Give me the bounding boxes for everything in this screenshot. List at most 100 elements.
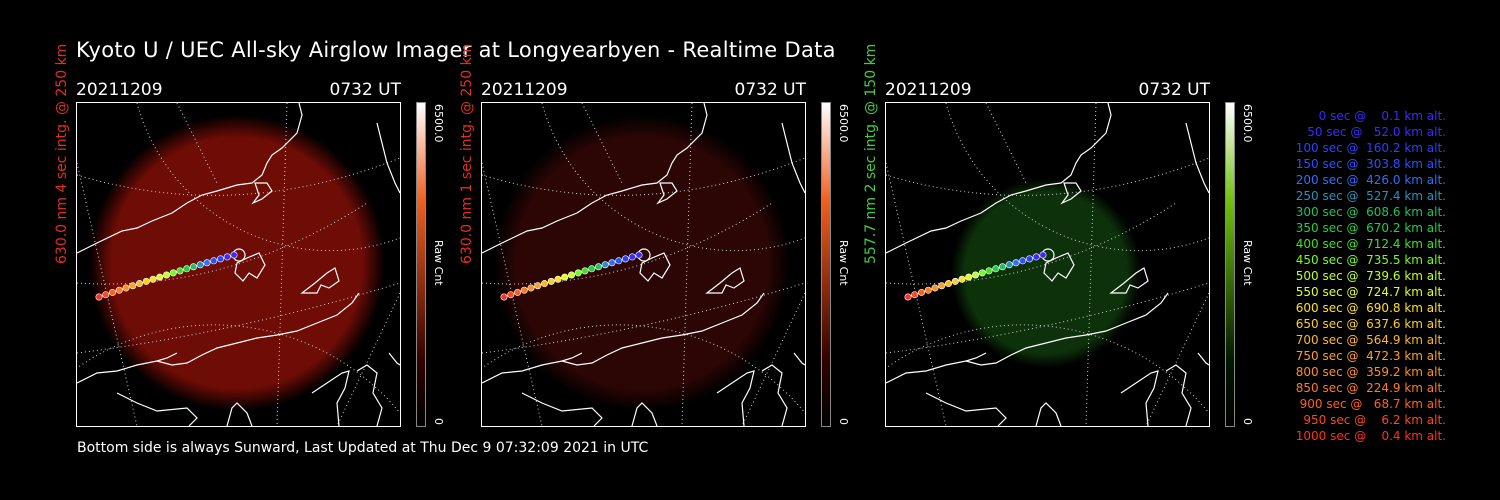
footer-note: Bottom side is always Sunward, Last Upda… <box>77 440 649 456</box>
grid-line <box>77 162 138 426</box>
legend-item: 250 sec @ 527.4 km alt. <box>1291 189 1446 203</box>
imager-panel-3: 20211209 0732 UT 557.7 nm 2 sec intg. @ … <box>863 44 1254 430</box>
colorbar-unit-label: Raw Cnt <box>1241 240 1254 286</box>
trajectory-point <box>595 263 603 271</box>
trajectory-point <box>102 291 110 299</box>
coastline <box>886 292 1169 384</box>
legend-item: 300 sec @ 608.6 km alt. <box>1291 205 1446 219</box>
legend-item: 200 sec @ 426.0 km alt. <box>1291 173 1446 187</box>
trajectory-point <box>608 259 616 267</box>
coastline <box>1120 370 1159 426</box>
trajectory-point <box>176 267 184 275</box>
trajectory-point <box>628 253 636 261</box>
colorbar-unit-label: Raw Cnt <box>837 240 850 286</box>
trajectory-point <box>911 291 919 299</box>
legend-item: 750 sec @ 472.3 km alt. <box>1291 349 1446 363</box>
sky-image <box>482 103 805 426</box>
coastline <box>925 392 1007 426</box>
coastline <box>886 103 1112 254</box>
grid-line <box>77 324 400 414</box>
trajectory-point <box>520 286 528 294</box>
trajectory-point <box>615 257 623 265</box>
trajectory-point <box>561 273 569 281</box>
coastline <box>388 352 400 366</box>
trajectory-point <box>931 284 939 292</box>
coastline <box>77 103 303 254</box>
colorbar <box>821 102 831 427</box>
trajectory-point <box>958 275 966 283</box>
trajectory-point <box>978 269 986 277</box>
trajectory-point <box>547 277 555 285</box>
trajectory-point <box>210 257 218 265</box>
panel-ylabel: 630.0 nm 1 sec intg. @ 250 km <box>459 43 475 264</box>
trajectory-point <box>581 267 589 275</box>
grid-line <box>77 202 368 285</box>
legend-item: 800 sec @ 359.2 km alt. <box>1291 365 1446 379</box>
colorbar-max-label: 6500.0 <box>1241 104 1254 143</box>
colorbar-min-label: 0 <box>1241 418 1254 425</box>
trajectory-point <box>513 288 521 296</box>
coastline <box>1185 122 1209 194</box>
trajectory-point <box>924 286 932 294</box>
trajectory-point <box>951 277 959 285</box>
trajectory-point <box>95 293 103 301</box>
coastline <box>1043 252 1075 282</box>
sky-image-frame <box>481 102 806 427</box>
legend-item: 400 sec @ 712.4 km alt. <box>1291 237 1446 251</box>
coastline <box>356 364 383 426</box>
grid-line <box>541 103 805 252</box>
coastline <box>781 122 805 194</box>
sky-image-frame <box>885 102 1210 427</box>
trajectory-point <box>601 261 609 269</box>
grid-line <box>886 202 1177 285</box>
trajectory-point <box>190 263 198 271</box>
trajectory-point <box>944 280 952 288</box>
trajectory-point <box>1019 257 1027 265</box>
trajectory-point <box>534 282 542 290</box>
coastline <box>705 267 745 294</box>
imager-panel-2: 20211209 0732 UT 630.0 nm 1 sec intg. @ … <box>459 44 850 430</box>
sky-image <box>77 103 400 426</box>
coastline <box>561 352 583 362</box>
legend-item: 50 sec @ 52.0 km alt. <box>1299 125 1446 139</box>
legend-item: 100 sec @ 160.2 km alt. <box>1291 141 1446 155</box>
coastline <box>77 292 360 384</box>
coastline <box>116 392 198 426</box>
airglow-disk <box>951 178 1141 368</box>
trajectory-point <box>540 280 548 288</box>
legend-item: 0 sec @ 0.1 km alt. <box>1307 109 1446 123</box>
trajectory-point <box>1005 261 1013 269</box>
panel-date: 20211209 <box>885 80 972 100</box>
page-title: Kyoto U / UEC All-sky Airglow Imager at … <box>76 38 836 62</box>
grid-line <box>886 157 1209 196</box>
trajectory-point <box>196 261 204 269</box>
trajectory-point <box>163 271 171 279</box>
trajectory-legend: 0 sec @ 0.1 km alt. 50 sec @ 52.0 km alt… <box>1268 108 1446 444</box>
trajectory-point <box>183 265 191 273</box>
trajectory-point <box>1012 259 1020 267</box>
legend-item: 350 sec @ 670.2 km alt. <box>1291 221 1446 235</box>
coastline <box>311 370 350 426</box>
trajectory-point <box>527 284 535 292</box>
colorbar-max-label: 6500.0 <box>837 104 850 143</box>
trajectory-point <box>972 271 980 279</box>
panel-time: 0732 UT <box>329 80 402 100</box>
trajectory-point <box>223 253 231 261</box>
coastline <box>965 352 987 362</box>
coastline <box>1060 182 1082 205</box>
coastline <box>300 267 340 294</box>
coastline <box>234 252 266 282</box>
grid-line <box>336 292 400 426</box>
grid-line <box>886 324 1209 414</box>
trajectory-point <box>129 282 137 290</box>
coastline <box>482 103 708 254</box>
grid-line <box>176 103 218 184</box>
trajectory-point <box>917 288 925 296</box>
coastline <box>1197 352 1209 366</box>
trajectory-point <box>169 269 177 277</box>
trajectory-point <box>135 280 143 288</box>
trajectory-point <box>230 251 238 259</box>
coastline <box>761 364 788 426</box>
trajectory-point <box>568 271 576 279</box>
imager-panel-1: 20211209 0732 UT 630.0 nm 4 sec intg. @ … <box>54 44 445 430</box>
